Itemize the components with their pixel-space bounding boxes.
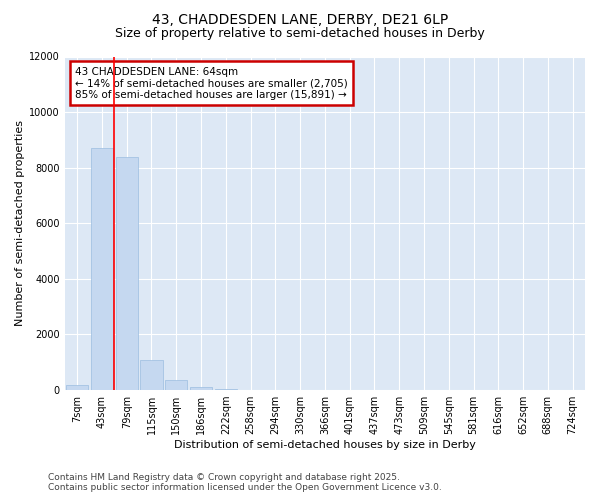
Bar bbox=[215, 388, 237, 390]
Text: Contains HM Land Registry data © Crown copyright and database right 2025.
Contai: Contains HM Land Registry data © Crown c… bbox=[48, 473, 442, 492]
Bar bbox=[190, 388, 212, 390]
Bar bbox=[91, 148, 113, 390]
Bar bbox=[116, 156, 138, 390]
Text: Size of property relative to semi-detached houses in Derby: Size of property relative to semi-detach… bbox=[115, 28, 485, 40]
Bar bbox=[165, 380, 187, 390]
Text: 43 CHADDESDEN LANE: 64sqm
← 14% of semi-detached houses are smaller (2,705)
85% : 43 CHADDESDEN LANE: 64sqm ← 14% of semi-… bbox=[75, 66, 348, 100]
Bar bbox=[66, 384, 88, 390]
Bar bbox=[140, 360, 163, 390]
Y-axis label: Number of semi-detached properties: Number of semi-detached properties bbox=[15, 120, 25, 326]
X-axis label: Distribution of semi-detached houses by size in Derby: Distribution of semi-detached houses by … bbox=[174, 440, 476, 450]
Text: 43, CHADDESDEN LANE, DERBY, DE21 6LP: 43, CHADDESDEN LANE, DERBY, DE21 6LP bbox=[152, 12, 448, 26]
